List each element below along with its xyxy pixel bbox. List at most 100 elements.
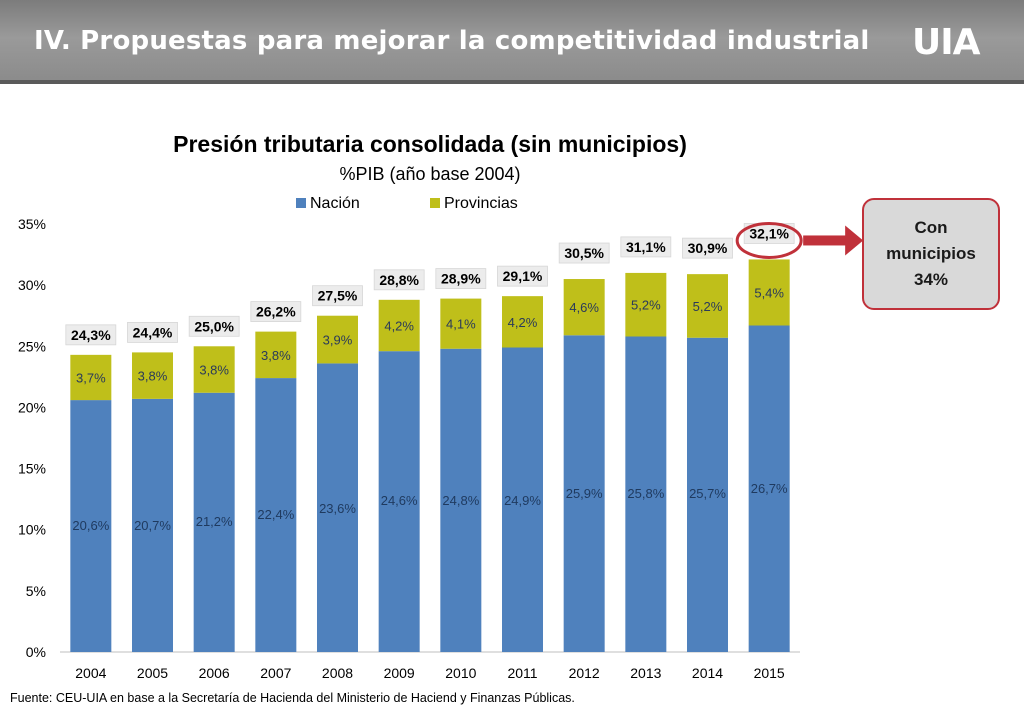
bar-nacion bbox=[317, 363, 358, 652]
highlight-ellipse bbox=[735, 221, 803, 259]
x-tick-label: 2005 bbox=[137, 665, 168, 681]
chart-subtitle: %PIB (año base 2004) bbox=[339, 164, 520, 184]
data-label-nacion: 24,9% bbox=[504, 493, 541, 508]
x-tick-label: 2006 bbox=[199, 665, 230, 681]
data-label-provincias: 3,8% bbox=[138, 369, 168, 384]
callout-arrow-head bbox=[845, 225, 864, 256]
legend-swatch-nacion bbox=[296, 198, 306, 208]
y-tick-label: 15% bbox=[18, 461, 46, 477]
total-label: 28,8% bbox=[379, 272, 419, 288]
bar-nacion bbox=[625, 336, 667, 652]
data-label-provincias: 5,4% bbox=[754, 285, 784, 300]
total-label-box bbox=[188, 315, 240, 337]
total-label-box bbox=[497, 265, 548, 287]
x-tick-label: 2007 bbox=[260, 665, 291, 681]
callout-text: Con municipios 34% bbox=[886, 218, 976, 289]
data-label-nacion: 21,2% bbox=[196, 514, 233, 529]
data-label-nacion: 20,6% bbox=[72, 518, 109, 533]
total-label: 31,1% bbox=[626, 239, 666, 255]
bar-nacion bbox=[70, 400, 112, 652]
data-label-provincias: 4,6% bbox=[569, 300, 599, 315]
source-note: Fuente: CEU-UIA en base a la Secretaría … bbox=[10, 691, 575, 705]
data-label-provincias: 3,8% bbox=[261, 348, 291, 363]
bar-provincias bbox=[625, 272, 667, 337]
municipios-callout: Con municipios 34% bbox=[862, 198, 1000, 310]
data-label-provincias: 5,2% bbox=[631, 298, 661, 313]
header-title: IV. Propuestas para mejorar la competiti… bbox=[34, 26, 870, 56]
total-label-box bbox=[558, 242, 610, 264]
total-label-box bbox=[620, 236, 672, 258]
bar-provincias bbox=[440, 298, 482, 349]
bar-provincias bbox=[502, 296, 543, 348]
total-label-box bbox=[682, 237, 733, 259]
data-label-nacion: 23,6% bbox=[319, 501, 356, 516]
data-label-provincias: 4,2% bbox=[384, 318, 414, 333]
data-label-nacion: 26,7% bbox=[751, 481, 788, 496]
x-tick-label: 2010 bbox=[445, 665, 476, 681]
total-label-box bbox=[373, 269, 425, 291]
total-label: 28,9% bbox=[441, 271, 481, 287]
total-label: 32,1% bbox=[749, 225, 789, 241]
y-tick-label: 25% bbox=[18, 338, 46, 354]
y-tick-label: 35% bbox=[18, 216, 46, 232]
bar-nacion bbox=[193, 392, 235, 652]
total-label: 27,5% bbox=[318, 288, 358, 304]
data-label-provincias: 4,1% bbox=[446, 317, 476, 332]
data-label-nacion: 24,6% bbox=[381, 493, 418, 508]
total-label: 29,1% bbox=[503, 268, 543, 284]
bar-nacion bbox=[563, 335, 605, 652]
data-label-provincias: 3,8% bbox=[199, 363, 229, 378]
x-tick-label: 2014 bbox=[692, 665, 723, 681]
callout-arrow-shaft bbox=[803, 235, 848, 246]
data-label-provincias: 4,2% bbox=[508, 315, 538, 330]
y-tick-label: 0% bbox=[26, 644, 46, 660]
data-label-provincias: 3,9% bbox=[323, 333, 353, 348]
legend-label-nacion: Nación bbox=[310, 195, 360, 212]
total-label: 24,3% bbox=[71, 327, 111, 343]
x-tick-label: 2013 bbox=[630, 665, 661, 681]
chart-title: Presión tributaria consolidada (sin muni… bbox=[173, 131, 687, 157]
y-tick-label: 10% bbox=[18, 522, 46, 538]
data-label-provincias: 3,7% bbox=[76, 370, 106, 385]
bar-provincias bbox=[255, 331, 297, 379]
x-tick-label: 2009 bbox=[384, 665, 415, 681]
y-tick-label: 5% bbox=[26, 583, 46, 599]
total-label-box bbox=[312, 285, 363, 307]
bar-provincias bbox=[748, 259, 790, 326]
x-tick-label: 2004 bbox=[75, 665, 106, 681]
x-tick-label: 2011 bbox=[507, 665, 537, 681]
legend-swatch-provincias bbox=[430, 198, 440, 208]
bar-provincias bbox=[317, 315, 358, 364]
bar-nacion bbox=[440, 348, 482, 652]
total-label-box bbox=[65, 324, 117, 346]
total-label-box bbox=[127, 321, 178, 343]
x-tick-label: 2012 bbox=[569, 665, 600, 681]
total-label: 24,4% bbox=[133, 324, 173, 340]
data-label-nacion: 25,8% bbox=[627, 486, 664, 501]
x-tick-label: 2015 bbox=[754, 665, 785, 681]
legend-label-provincias: Provincias bbox=[444, 195, 518, 212]
total-label: 26,2% bbox=[256, 304, 296, 320]
bar-provincias bbox=[132, 352, 173, 399]
data-label-provincias: 5,2% bbox=[693, 299, 723, 314]
y-tick-label: 20% bbox=[18, 399, 46, 415]
bar-nacion bbox=[378, 351, 420, 652]
total-label: 30,5% bbox=[564, 245, 604, 261]
data-label-nacion: 25,9% bbox=[566, 486, 603, 501]
bar-nacion bbox=[502, 347, 543, 652]
bar-provincias bbox=[563, 279, 605, 336]
y-tick-label: 30% bbox=[18, 277, 46, 293]
bar-provincias bbox=[378, 299, 420, 352]
total-label: 30,9% bbox=[688, 240, 728, 256]
total-label-box bbox=[250, 301, 302, 323]
slide-header: IV. Propuestas para mejorar la competiti… bbox=[0, 0, 1024, 84]
bar-provincias bbox=[687, 274, 728, 338]
bar-provincias bbox=[193, 346, 235, 393]
total-label: 25,0% bbox=[194, 318, 234, 334]
data-label-nacion: 22,4% bbox=[257, 507, 294, 522]
data-label-nacion: 24,8% bbox=[442, 493, 479, 508]
data-label-nacion: 25,7% bbox=[689, 486, 726, 501]
uia-logo: UIA bbox=[912, 22, 980, 63]
data-label-nacion: 20,7% bbox=[134, 518, 171, 533]
